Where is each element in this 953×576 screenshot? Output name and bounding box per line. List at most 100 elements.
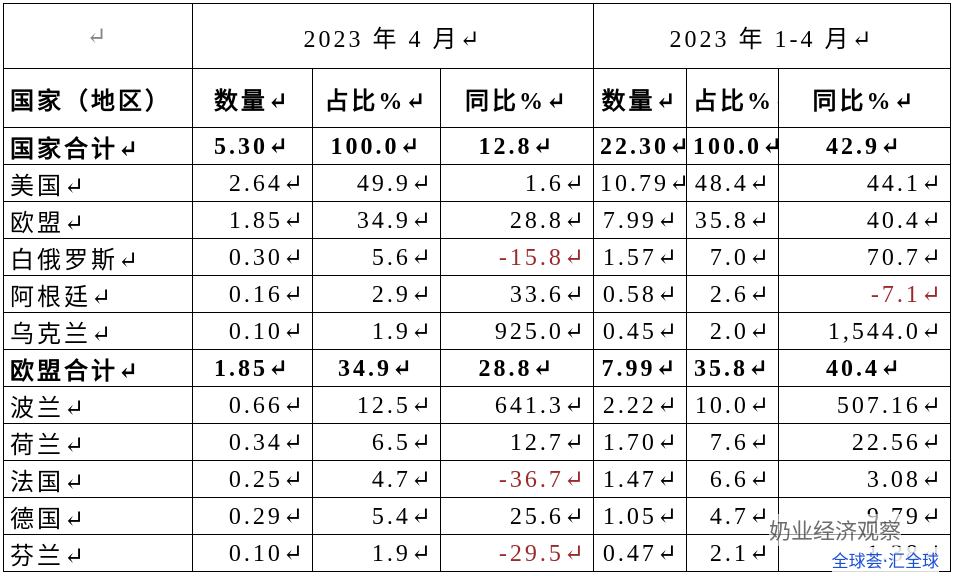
value-cell: -29.5↵ bbox=[439, 534, 595, 572]
region-cell: 荷兰↵ bbox=[3, 423, 193, 461]
value-cell: 49.9↵ bbox=[312, 164, 441, 202]
data-row: 阿根廷↵ 0.16↵ 2.9↵ 33.6↵ 0.58↵ 2.6↵ -7.1↵ bbox=[3, 275, 952, 313]
group-header: 2023 年 4 月↵ bbox=[191, 3, 595, 69]
value-cell: 40.4↵ bbox=[778, 349, 952, 387]
region-cell: 美国↵ bbox=[3, 164, 193, 202]
value-cell: 0.45↵ bbox=[593, 312, 688, 350]
value-cell: -15.8↵ bbox=[439, 238, 595, 276]
value-cell: 28.8↵ bbox=[439, 201, 595, 239]
value-cell: 3.08↵ bbox=[778, 460, 952, 498]
value-cell: 2.9↵ bbox=[312, 275, 441, 313]
value-cell: 35.8↵ bbox=[686, 201, 780, 239]
data-table: ↵ 2023 年 4 月↵ 2023 年 1-4 月↵ 国家（地区） 数量↵ 占比%… bbox=[3, 3, 952, 572]
column-header: 国家（地区） bbox=[3, 68, 193, 128]
value-cell: 507.16↵ bbox=[778, 386, 952, 424]
value-cell: 34.9↵ bbox=[312, 349, 441, 387]
value-cell: 22.30↵ bbox=[593, 127, 688, 165]
region-cell: 阿根廷↵ bbox=[3, 275, 193, 313]
value-cell: 5.4↵ bbox=[312, 497, 441, 535]
value-cell: 6.6↵ bbox=[686, 460, 780, 498]
value-cell: 70.7↵ bbox=[778, 238, 952, 276]
value-cell: 33.6↵ bbox=[439, 275, 595, 313]
value-cell: 10.79↵ bbox=[593, 164, 688, 202]
column-header: 数量↵ bbox=[593, 68, 688, 128]
value-cell: 28.8↵ bbox=[439, 349, 595, 387]
watermark-source: 全球荟·汇全球 bbox=[831, 547, 939, 572]
region-cell: 法国↵ bbox=[3, 460, 193, 498]
value-cell: 4.7↵ bbox=[312, 460, 441, 498]
data-row: 美国↵ 2.64↵ 49.9↵ 1.6↵ 10.79↵ 48.4↵ 44.1↵ bbox=[3, 164, 952, 202]
value-cell: 1.9↵ bbox=[312, 312, 441, 350]
data-row: 法国↵ 0.25↵ 4.7↵ -36.7↵ 1.47↵ 6.6↵ 3.08↵ bbox=[3, 460, 952, 498]
data-row: 欧盟↵ 1.85↵ 34.9↵ 28.8↵ 7.99↵ 35.8↵ 40.4↵ bbox=[3, 201, 952, 239]
value-cell: 48.4↵ bbox=[686, 164, 780, 202]
region-cell: 白俄罗斯↵ bbox=[3, 238, 193, 276]
region-cell: 德国↵ bbox=[3, 497, 193, 535]
column-header: 占比%↵ bbox=[686, 68, 780, 128]
value-cell: 0.30↵ bbox=[192, 238, 313, 276]
watermark: 奶业经济观察 全球荟·汇全球 bbox=[747, 512, 947, 572]
value-cell: 2.64↵ bbox=[192, 164, 313, 202]
value-cell: 12.5↵ bbox=[312, 386, 441, 424]
column-header: 同比%↵ bbox=[439, 68, 595, 128]
value-cell: 5.6↵ bbox=[312, 238, 441, 276]
value-cell: 2.6↵ bbox=[686, 275, 780, 313]
value-cell: 4.7↵ bbox=[686, 497, 780, 535]
region-cell: 芬兰↵ bbox=[3, 534, 193, 572]
value-cell: 1.85↵ bbox=[192, 201, 313, 239]
data-row: 乌克兰↵ 0.10↵ 1.9↵ 925.0↵ 0.45↵ 2.0↵ 1,544.0↵ bbox=[3, 312, 952, 350]
value-cell: 40.4↵ bbox=[778, 201, 952, 239]
value-cell: 5.30↵ bbox=[192, 127, 313, 165]
value-cell: 34.9↵ bbox=[312, 201, 441, 239]
value-cell: 12.8↵ bbox=[439, 127, 595, 165]
value-cell: 7.99↵ bbox=[593, 201, 688, 239]
region-cell: 乌克兰↵ bbox=[3, 312, 193, 350]
value-cell: 0.16↵ bbox=[192, 275, 313, 313]
region-cell: 波兰↵ bbox=[3, 386, 193, 424]
value-cell: 925.0↵ bbox=[439, 312, 595, 350]
value-cell: 22.56↵ bbox=[778, 423, 952, 461]
value-cell: -7.1↵ bbox=[778, 275, 952, 313]
group-header: 2023 年 1-4 月↵ bbox=[593, 3, 952, 69]
value-cell: 1.57↵ bbox=[593, 238, 688, 276]
value-cell: 44.1↵ bbox=[778, 164, 952, 202]
value-cell: 0.29↵ bbox=[192, 497, 313, 535]
value-cell: 0.34↵ bbox=[192, 423, 313, 461]
value-cell: 0.58↵ bbox=[593, 275, 688, 313]
column-header: 同比%↵ bbox=[778, 68, 952, 128]
value-cell: 7.6↵ bbox=[686, 423, 780, 461]
value-cell: 100.0↵ bbox=[312, 127, 441, 165]
value-cell: 1.6↵ bbox=[439, 164, 595, 202]
column-header: 占比%↵ bbox=[312, 68, 441, 128]
value-cell: -36.7↵ bbox=[439, 460, 595, 498]
value-cell: 641.3↵ bbox=[439, 386, 595, 424]
region-cell: 欧盟↵ bbox=[3, 201, 193, 239]
region-cell: 国家合计↵ bbox=[3, 127, 193, 165]
total-row: 欧盟合计↵ 1.85↵ 34.9↵ 28.8↵ 7.99↵ 35.8↵ 40.4↵ bbox=[3, 349, 952, 387]
data-row: 荷兰↵ 0.34↵ 6.5↵ 12.7↵ 1.70↵ 7.6↵ 22.56↵ bbox=[3, 423, 952, 461]
corner-cell: ↵ bbox=[3, 3, 193, 69]
value-cell: 1.05↵ bbox=[593, 497, 688, 535]
value-cell: 35.8↵ bbox=[686, 349, 780, 387]
total-row: 国家合计↵ 5.30↵ 100.0↵ 12.8↵ 22.30↵ 100.0↵ 42.9↵ bbox=[3, 127, 952, 165]
value-cell: 0.66↵ bbox=[192, 386, 313, 424]
column-header: 数量↵ bbox=[192, 68, 313, 128]
value-cell: 7.99↵ bbox=[593, 349, 688, 387]
value-cell: 2.1↵ bbox=[686, 534, 780, 572]
group-header-row: ↵ 2023 年 4 月↵ 2023 年 1-4 月↵ bbox=[3, 3, 952, 69]
value-cell: 10.0↵ bbox=[686, 386, 780, 424]
value-cell: 0.10↵ bbox=[192, 312, 313, 350]
value-cell: 100.0↵ bbox=[686, 127, 780, 165]
value-cell: 0.25↵ bbox=[192, 460, 313, 498]
value-cell: 1.70↵ bbox=[593, 423, 688, 461]
value-cell: 1.85↵ bbox=[192, 349, 313, 387]
value-cell: 7.0↵ bbox=[686, 238, 780, 276]
column-header-row: 国家（地区）数量↵占比%↵同比%↵数量↵占比%↵同比%↵ bbox=[3, 68, 952, 128]
data-row: 波兰↵ 0.66↵ 12.5↵ 641.3↵ 2.22↵ 10.0↵ 507.16↵ bbox=[3, 386, 952, 424]
value-cell: 12.7↵ bbox=[439, 423, 595, 461]
value-cell: 1.9↵ bbox=[312, 534, 441, 572]
watermark-name: 奶业经济观察 bbox=[769, 514, 902, 546]
value-cell: 2.0↵ bbox=[686, 312, 780, 350]
value-cell: 0.47↵ bbox=[593, 534, 688, 572]
